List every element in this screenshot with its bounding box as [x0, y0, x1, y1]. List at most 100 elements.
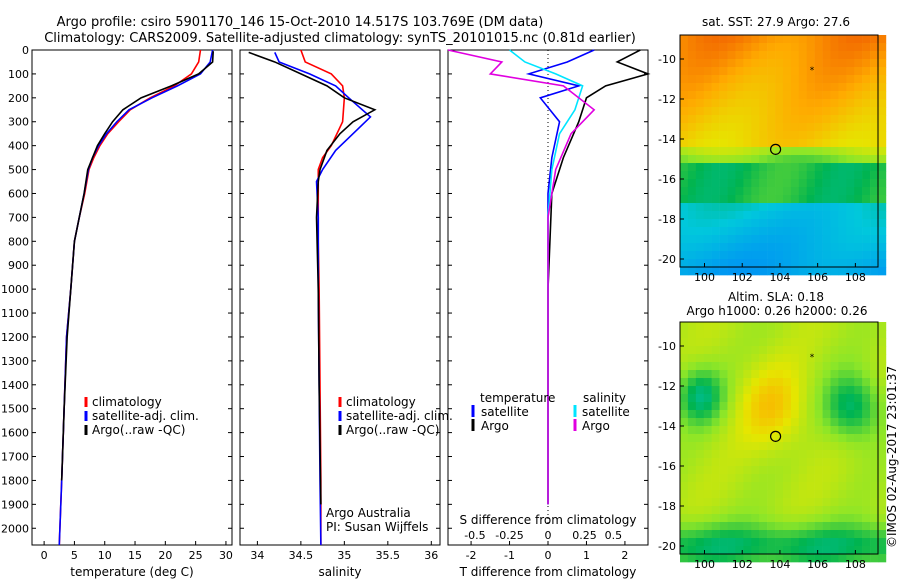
map-cell: [767, 115, 776, 124]
map-cell: [790, 466, 800, 475]
map-cell: [719, 147, 728, 156]
map-cell: [687, 147, 697, 156]
map-cell: [775, 259, 784, 268]
map-cell: [878, 338, 887, 347]
map-cell: [862, 362, 871, 371]
x-tick-label: 2: [621, 549, 628, 562]
map-cell: [719, 378, 728, 387]
map-cell: [862, 155, 871, 164]
map-cell: [830, 338, 839, 347]
map-cell: [814, 554, 823, 563]
map-cell: [798, 362, 808, 371]
map-cell: [854, 418, 863, 427]
map-cell: [767, 346, 776, 355]
map-cell: [751, 115, 760, 124]
map-cell: [703, 482, 712, 491]
map-cell: [703, 346, 712, 355]
map-cell: [870, 490, 879, 499]
map-cell: [870, 235, 879, 244]
map-cell: [870, 338, 879, 347]
y-tick-label: -18: [658, 213, 676, 226]
map-cell: [751, 386, 760, 395]
map-cell: [862, 498, 871, 507]
map-cell: [703, 538, 712, 547]
map-cell: [830, 59, 839, 68]
map-cell: [680, 187, 689, 196]
map-cell: [735, 370, 744, 379]
map-cell: [727, 227, 736, 236]
map-cell: [838, 67, 847, 76]
map-cell: [767, 99, 776, 108]
map-cell: [790, 91, 800, 100]
map-cell: [806, 123, 815, 132]
map-cell: [727, 554, 736, 563]
map-cell: [767, 203, 776, 212]
map-cell: [719, 259, 728, 268]
map-cell: [814, 506, 823, 515]
map-cell: [751, 514, 760, 523]
map-cell: [751, 259, 760, 268]
map-cell: [759, 458, 768, 467]
map-cell: [830, 163, 839, 172]
map-cell: [759, 394, 768, 403]
map-cell: [854, 211, 863, 220]
map-cell: [870, 171, 879, 180]
map-cell: [798, 91, 808, 100]
map-cell: [759, 506, 768, 515]
map-cell: [759, 203, 768, 212]
map-frame: [679, 321, 879, 555]
map-cell: [862, 139, 871, 148]
map-cell: [727, 259, 736, 268]
y-tick-label: 1300: [1, 355, 29, 368]
map-cell: [838, 386, 847, 395]
map-cell: [878, 554, 887, 563]
map-cell: [719, 179, 728, 188]
map-cell: [743, 378, 752, 387]
map-cell: [719, 386, 728, 395]
map-cell: [759, 187, 768, 196]
map-cell: [759, 75, 768, 84]
map-cell: [814, 418, 823, 427]
map-cell: [735, 474, 744, 483]
map-cell: [727, 538, 736, 547]
map-cell: [680, 171, 689, 180]
map-cell: [687, 474, 697, 483]
map-cell: [719, 195, 728, 204]
map-cell: [759, 362, 768, 371]
map-cell: [830, 203, 839, 212]
map-cell: [759, 378, 768, 387]
map-cell: [798, 99, 808, 108]
legend-argo: Argo(..raw -QC): [92, 423, 185, 437]
map-cell: [782, 43, 792, 52]
map-cell: [767, 474, 776, 483]
map-cell: [878, 450, 887, 459]
map-cell: [727, 338, 736, 347]
y-tick-label: 700: [8, 211, 29, 224]
map-cell: [775, 434, 784, 443]
map-cell: [759, 370, 768, 379]
map-cell: [854, 43, 863, 52]
map-cell: [862, 426, 871, 435]
map-cell: [695, 450, 705, 459]
map-cell: [743, 410, 752, 419]
map-cell: [711, 410, 720, 419]
map-cell: [782, 163, 792, 172]
map-cell: [775, 442, 784, 451]
map-cell: [790, 219, 800, 228]
map-cell: [719, 139, 728, 148]
map-cell: [830, 211, 839, 220]
map-cell: [838, 195, 847, 204]
map-cell: [703, 51, 712, 60]
map-cell: [798, 259, 808, 268]
map-cell: [751, 107, 760, 116]
map-cell: [695, 506, 705, 515]
map-cell: [814, 195, 823, 204]
map-cell: [711, 171, 720, 180]
map-cell: [759, 99, 768, 108]
map-cell: [838, 482, 847, 491]
map-cell: [798, 251, 808, 260]
map-cell: [838, 410, 847, 419]
map-cell: [862, 107, 871, 116]
map-cell: [759, 490, 768, 499]
map-cell: [814, 131, 823, 140]
